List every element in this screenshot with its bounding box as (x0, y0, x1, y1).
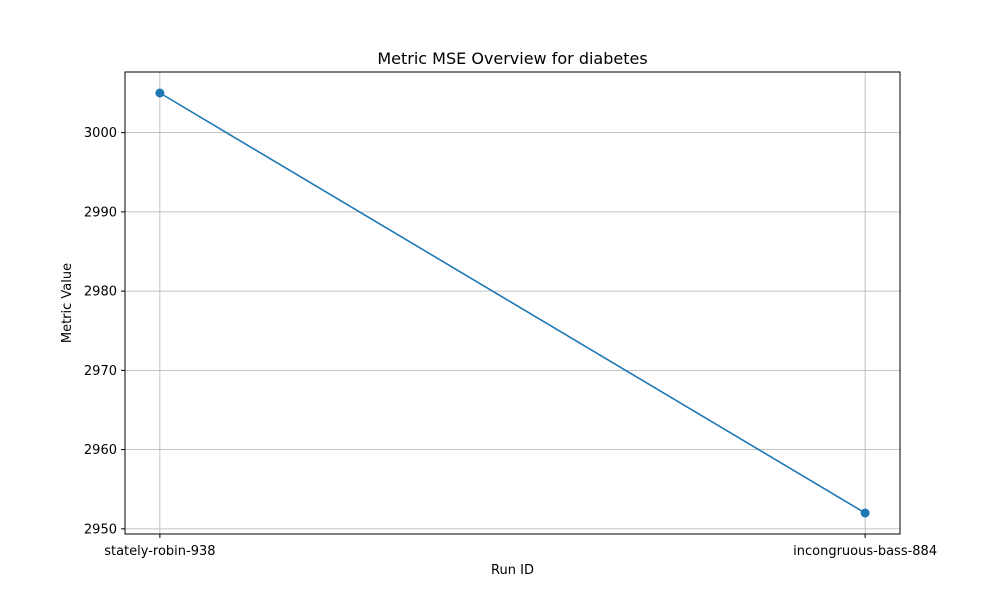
tick-labels: 2950 2960 2970 2980 2990 3000 stately-robin-93… (84, 126, 937, 559)
data-point (860, 508, 870, 518)
x-tick-label: incongruous-bass-884 (793, 544, 937, 559)
grid-lines (125, 72, 900, 534)
series-line (159, 92, 866, 514)
x-axis-label: Run ID (491, 563, 534, 578)
y-tick-label: 2950 (84, 522, 117, 537)
x-tick-label: stately-robin-938 (104, 544, 215, 559)
y-tick-label: 2960 (84, 443, 117, 458)
series-layer (155, 88, 870, 518)
y-tick-label: 2970 (84, 364, 117, 379)
tick-marks (121, 132, 866, 538)
y-tick-label: 2990 (84, 205, 117, 220)
axes-frame (124, 71, 901, 535)
y-tick-label: 3000 (84, 126, 117, 141)
data-point (155, 88, 165, 98)
y-axis-label: Metric Value (60, 263, 75, 343)
chart-title: Metric MSE Overview for diabetes (377, 49, 647, 68)
y-tick-label: 2980 (84, 285, 117, 300)
